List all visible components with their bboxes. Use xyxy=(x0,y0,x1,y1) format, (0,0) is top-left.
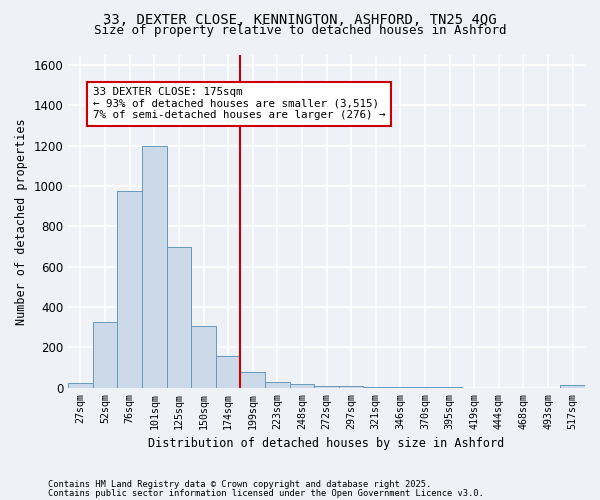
Bar xyxy=(413,387,437,388)
Y-axis label: Number of detached properties: Number of detached properties xyxy=(15,118,28,324)
Bar xyxy=(216,356,241,388)
Bar xyxy=(68,383,93,388)
Bar xyxy=(265,382,290,388)
Text: Contains HM Land Registry data © Crown copyright and database right 2025.: Contains HM Land Registry data © Crown c… xyxy=(48,480,431,489)
Bar xyxy=(118,191,142,388)
Text: Contains public sector information licensed under the Open Government Licence v3: Contains public sector information licen… xyxy=(48,488,484,498)
Bar xyxy=(290,384,314,388)
Bar xyxy=(437,387,462,388)
Bar xyxy=(167,246,191,388)
Bar xyxy=(339,386,364,388)
Bar xyxy=(314,386,339,388)
Text: 33 DEXTER CLOSE: 175sqm
← 93% of detached houses are smaller (3,515)
7% of semi-: 33 DEXTER CLOSE: 175sqm ← 93% of detache… xyxy=(93,88,385,120)
Bar xyxy=(241,372,265,388)
X-axis label: Distribution of detached houses by size in Ashford: Distribution of detached houses by size … xyxy=(148,437,505,450)
Text: 33, DEXTER CLOSE, KENNINGTON, ASHFORD, TN25 4QG: 33, DEXTER CLOSE, KENNINGTON, ASHFORD, T… xyxy=(103,12,497,26)
Bar xyxy=(191,326,216,388)
Bar xyxy=(388,387,413,388)
Bar xyxy=(560,386,585,388)
Bar xyxy=(142,146,167,388)
Bar xyxy=(93,322,118,388)
Bar xyxy=(364,387,388,388)
Text: Size of property relative to detached houses in Ashford: Size of property relative to detached ho… xyxy=(94,24,506,37)
